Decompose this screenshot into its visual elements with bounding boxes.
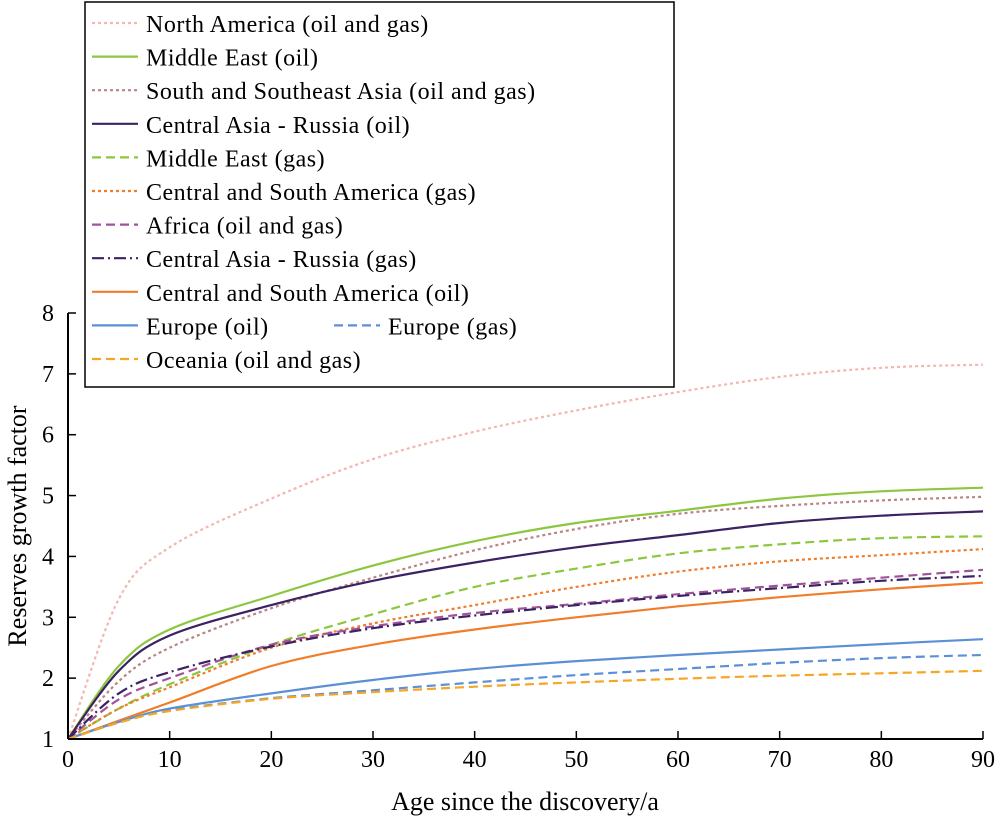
legend-label-5: Central and South America (gas) <box>146 180 476 206</box>
x-tick-label: 70 <box>768 747 792 773</box>
legend-label-9: Europe (oil) <box>146 314 269 340</box>
y-tick-label: 6 <box>42 423 54 449</box>
series-line-6 <box>67 568 984 740</box>
x-tick-label: 60 <box>666 747 690 773</box>
y-tick-label: 5 <box>42 484 54 510</box>
legend-label-0: North America (oil and gas) <box>146 12 429 38</box>
legend-label-4: Middle East (gas) <box>146 146 325 172</box>
y-tick-label: 2 <box>42 666 54 692</box>
x-tick-label: 40 <box>463 747 487 773</box>
y-axis-title: Reserves growth factor <box>3 405 32 646</box>
legend-label-3: Central Asia - Russia (oil) <box>146 113 410 139</box>
axes <box>67 313 983 740</box>
legend-box <box>84 1 675 388</box>
y-ticks: 1 2 3 4 5 6 7 8 <box>42 301 76 753</box>
y-tick-label: 1 <box>42 727 54 753</box>
x-tick-label: 50 <box>564 747 588 773</box>
series-layer <box>66 363 984 741</box>
series-line-8 <box>67 581 984 741</box>
legend-label-6: Africa (oil and gas) <box>146 214 343 240</box>
series-line-2 <box>67 495 984 740</box>
legend-label-1: Middle East (oil) <box>146 46 318 72</box>
y-tick-label: 4 <box>42 544 54 570</box>
x-tick-label: 30 <box>361 747 385 773</box>
series-line-3 <box>67 510 984 740</box>
series-line-5 <box>67 548 984 740</box>
legend-label-7: Central Asia - Russia (gas) <box>146 247 417 273</box>
y-tick-label: 8 <box>42 301 54 327</box>
legend-label-10: Europe (gas) <box>388 314 517 340</box>
x-tick-label: 80 <box>869 747 893 773</box>
x-tick-label: 0 <box>62 747 74 773</box>
x-ticks: 0 10 20 30 40 50 60 70 80 90 <box>62 731 995 773</box>
legend-label-8: Central and South America (oil) <box>146 281 469 307</box>
x-axis-title: Age since the discovery/a <box>391 787 659 816</box>
series-line-7 <box>67 574 984 740</box>
series-line-0 <box>66 363 984 740</box>
legend: North America (oil and gas) Middle East (… <box>84 1 675 388</box>
x-tick-label: 20 <box>259 747 283 773</box>
y-tick-label: 3 <box>42 605 54 631</box>
legend-label-11: Oceania (oil and gas) <box>146 348 361 374</box>
series-line-11 <box>67 669 984 741</box>
series-line-10 <box>67 653 984 741</box>
x-tick-label: 10 <box>158 747 182 773</box>
y-tick-label: 7 <box>42 362 54 388</box>
series-line-4 <box>67 535 984 740</box>
series-line-1 <box>67 486 984 740</box>
series-line-9 <box>67 638 984 741</box>
legend-label-2: South and Southeast Asia (oil and gas) <box>146 79 536 105</box>
x-tick-label: 90 <box>971 747 995 773</box>
